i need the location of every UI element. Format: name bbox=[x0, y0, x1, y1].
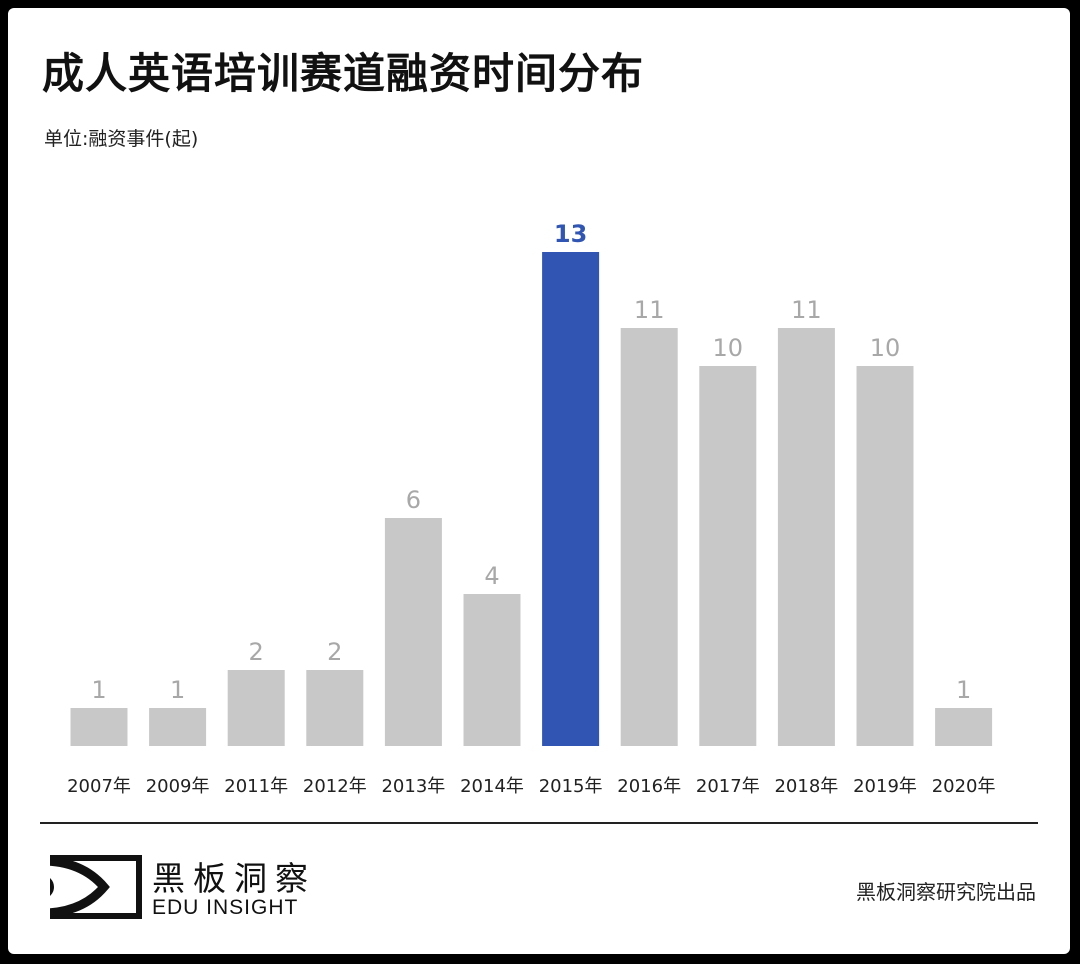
bar bbox=[384, 518, 442, 746]
x-tick-label: 2019年 bbox=[853, 776, 917, 797]
x-tick-label: 2011年 bbox=[224, 776, 288, 797]
data-label: 13 bbox=[554, 220, 587, 248]
x-tick-label: 2020年 bbox=[932, 776, 996, 797]
data-label: 10 bbox=[713, 334, 744, 362]
bar bbox=[935, 708, 993, 746]
x-tick-label: 2012年 bbox=[303, 776, 367, 797]
unit-label: 单位:融资事件(起) bbox=[44, 128, 199, 150]
data-label: 11 bbox=[791, 296, 822, 324]
bar bbox=[777, 328, 835, 746]
x-tick-label: 2014年 bbox=[460, 776, 524, 797]
bar bbox=[542, 252, 600, 746]
bar bbox=[149, 708, 207, 746]
bar bbox=[463, 594, 521, 746]
data-label: 10 bbox=[870, 334, 901, 362]
bar bbox=[620, 328, 678, 746]
credit-text: 黑板洞察研究院出品 bbox=[856, 880, 1036, 904]
bar bbox=[699, 366, 757, 746]
x-tick-label: 2007年 bbox=[67, 776, 131, 797]
data-label: 2 bbox=[327, 638, 342, 666]
eye-logo-icon bbox=[42, 855, 142, 921]
data-label: 1 bbox=[956, 676, 971, 704]
bar bbox=[306, 670, 364, 746]
data-label: 2 bbox=[249, 638, 264, 666]
brand-name-en: EDU INSIGHT bbox=[152, 896, 299, 919]
x-tick-label: 2016年 bbox=[617, 776, 681, 797]
bar-chart: 1 2007年 1 2009年 2 2011年 2 2012年 6 2013年 4 2014年 13 20… bbox=[67, 220, 996, 797]
data-label: 1 bbox=[91, 676, 106, 704]
brand-name: 黑板洞察 bbox=[152, 859, 316, 898]
chart-title: 成人英语培训赛道融资时间分布 bbox=[42, 49, 645, 98]
bar bbox=[856, 366, 914, 746]
data-label: 11 bbox=[634, 296, 665, 324]
divider bbox=[40, 822, 1038, 824]
bar bbox=[70, 708, 128, 746]
x-tick-label: 2017年 bbox=[696, 776, 760, 797]
x-tick-label: 2018年 bbox=[774, 776, 838, 797]
x-tick-label: 2013年 bbox=[381, 776, 445, 797]
data-label: 6 bbox=[406, 486, 421, 514]
x-tick-label: 2009年 bbox=[146, 776, 210, 797]
data-label: 4 bbox=[484, 562, 499, 590]
data-label: 1 bbox=[170, 676, 185, 704]
bar bbox=[227, 670, 285, 746]
x-tick-label: 2015年 bbox=[539, 776, 603, 797]
